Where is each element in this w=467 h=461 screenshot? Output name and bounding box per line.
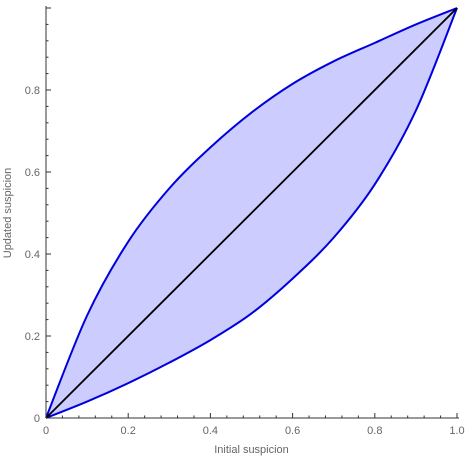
x-tick-label: 1.0 — [449, 425, 464, 437]
diagonal-line — [45, 7, 458, 419]
axes — [45, 6, 459, 419]
y-tick-label: 0.4 — [25, 249, 40, 261]
x-tick-label: 0.8 — [367, 425, 382, 437]
y-tick-label: 0.8 — [25, 85, 40, 97]
tick-labels: 0 0.2 0.4 0.6 0.8 1.0 0 0.2 0.4 0.6 0.8 — [25, 7, 465, 437]
x-tick-label: 0 — [43, 425, 49, 437]
upper-curve — [45, 7, 458, 419]
y-tick-label: 0.2 — [25, 331, 40, 343]
x-tick-label: 0.6 — [285, 425, 300, 437]
x-axis-label: Initial suspicion — [214, 444, 289, 456]
x-tick-label: 0.2 — [121, 425, 136, 437]
plot-area — [45, 7, 458, 419]
y-tick-label: 0.6 — [25, 167, 40, 179]
x-tick-label: 0.4 — [203, 425, 218, 437]
y-axis-label: Updated suspicion — [2, 168, 14, 259]
lower-curve — [45, 7, 458, 419]
y-tick-label: 0 — [34, 413, 40, 425]
